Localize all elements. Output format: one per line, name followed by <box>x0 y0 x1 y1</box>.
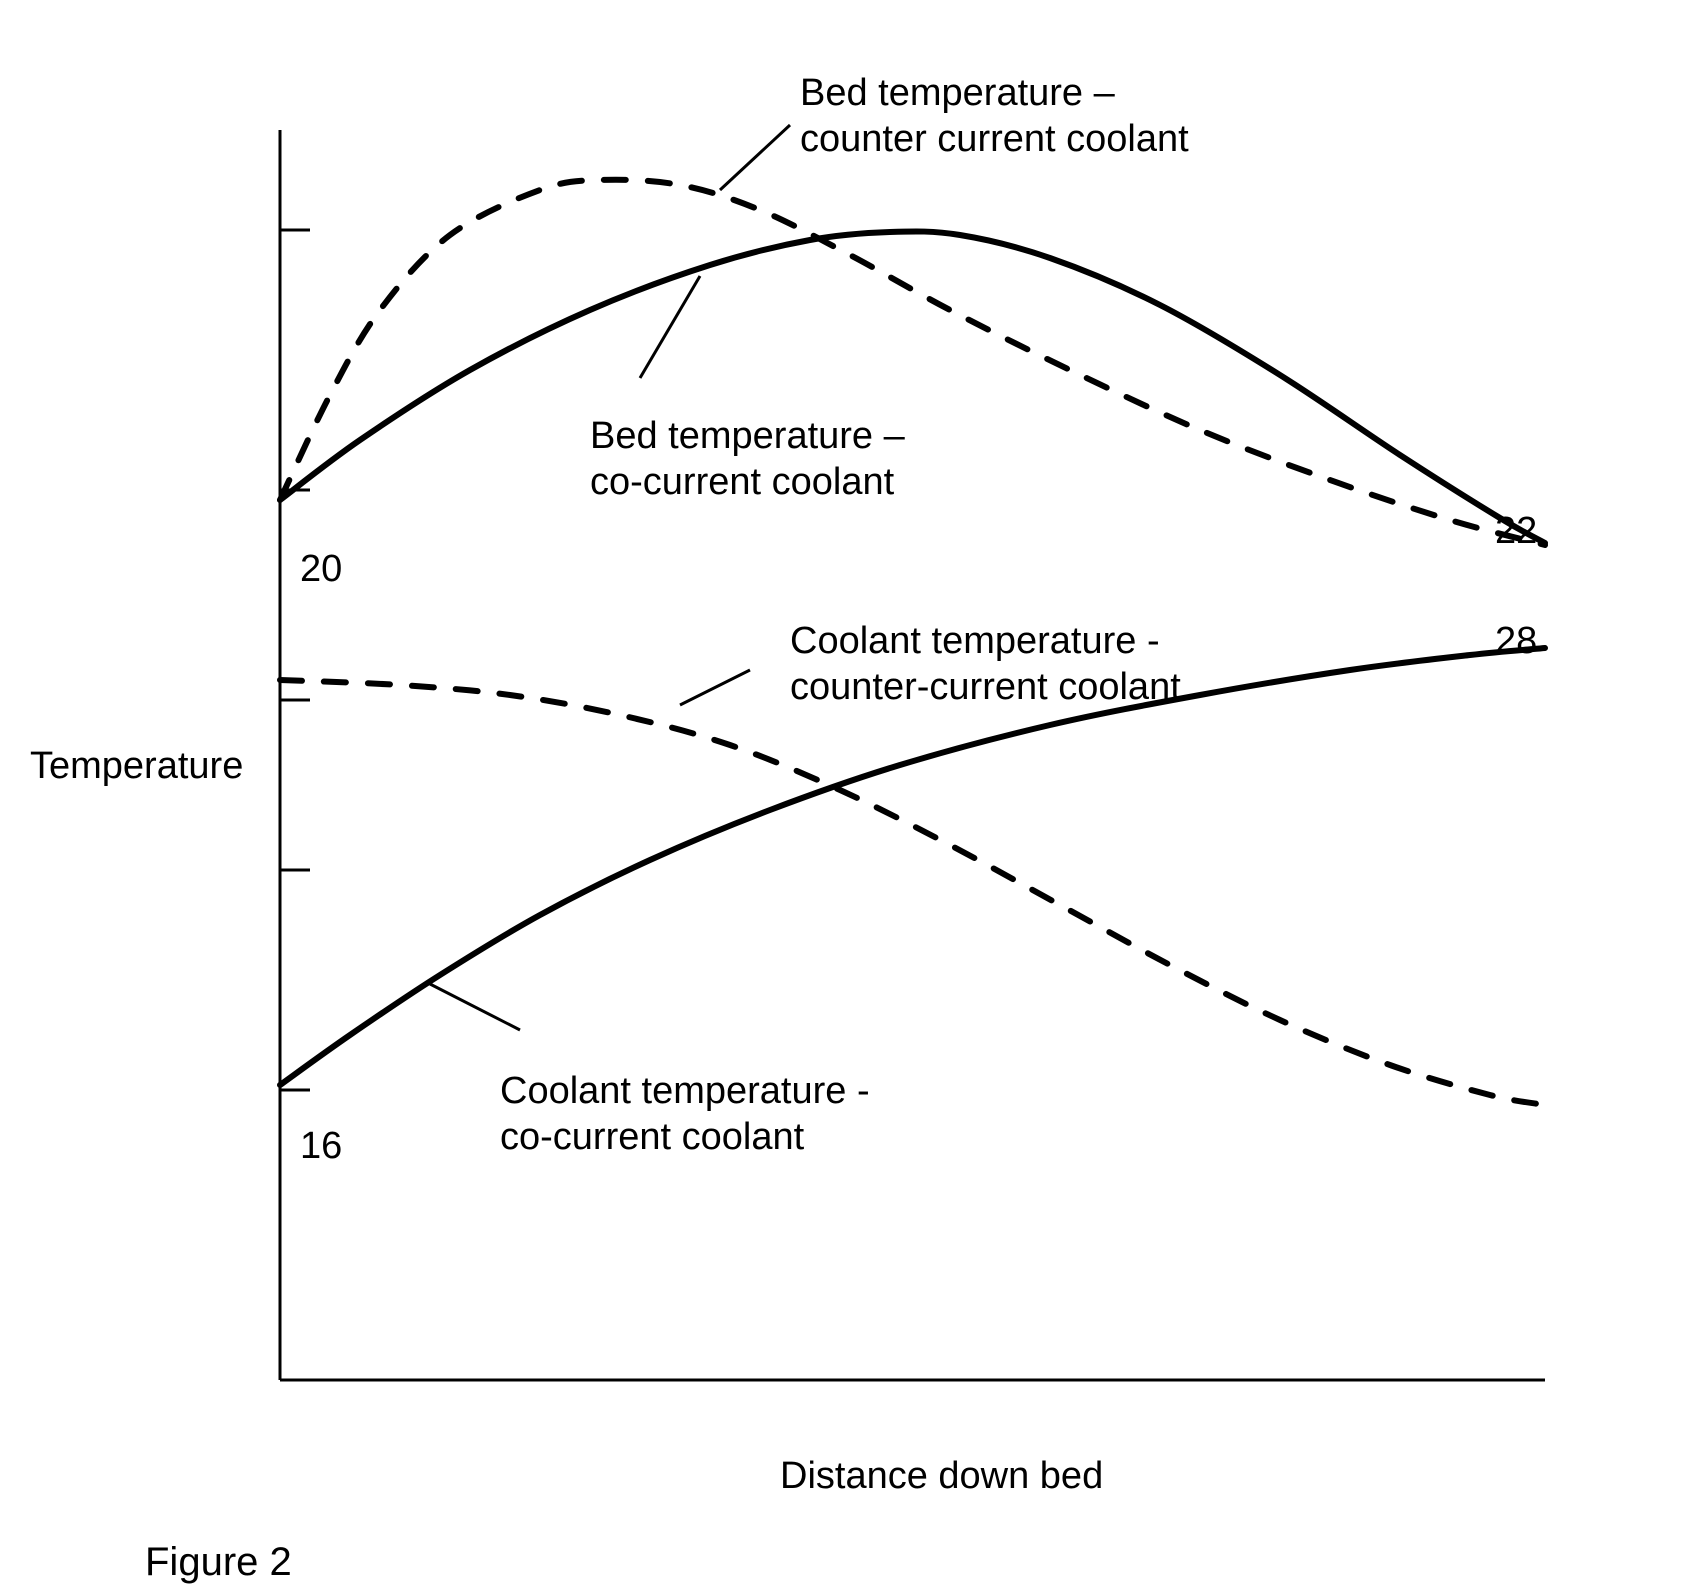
temperature-profile-chart <box>0 0 1688 1594</box>
curve-coolant-counter <box>280 680 1545 1105</box>
leader-line <box>680 670 750 705</box>
leader-line <box>640 276 700 378</box>
curve-bed-counter <box>280 180 1545 545</box>
leader-line <box>430 984 520 1030</box>
leader-line <box>720 125 790 190</box>
curve-bed-co <box>280 231 1545 543</box>
curve-coolant-co <box>280 648 1545 1085</box>
figure-container: { "figure": { "caption": "Figure 2", "ca… <box>0 0 1688 1594</box>
